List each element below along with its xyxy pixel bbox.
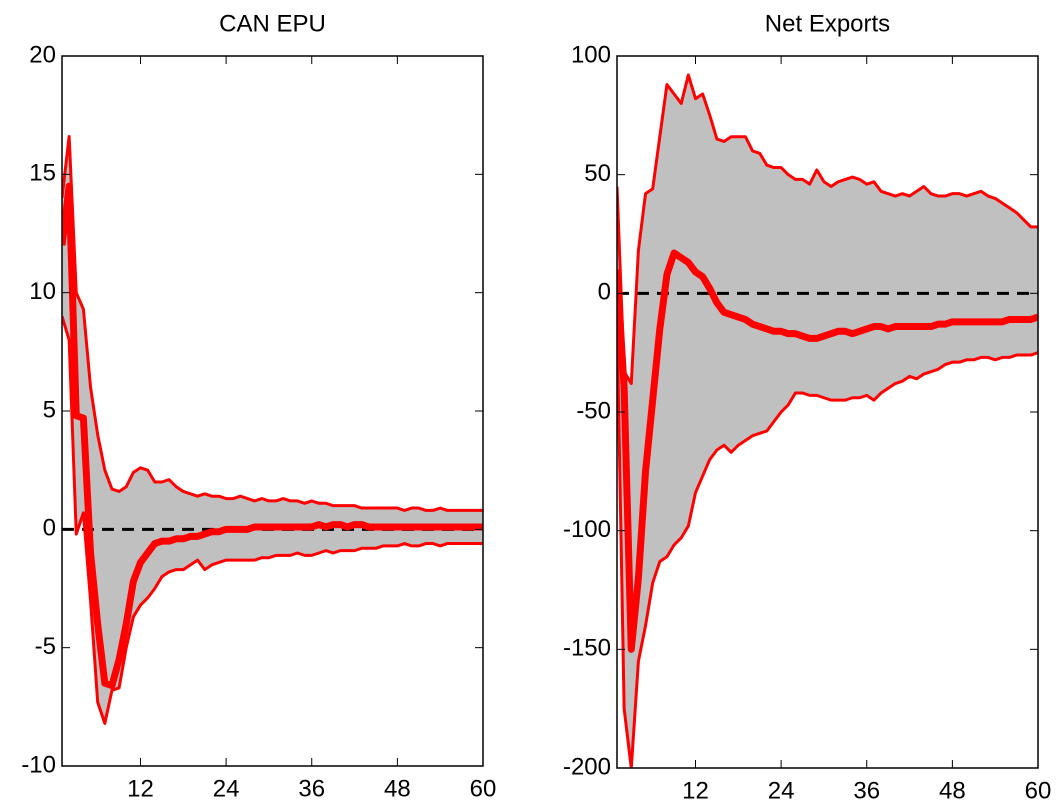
band-upper-line bbox=[62, 134, 483, 512]
plot bbox=[62, 134, 483, 725]
y-tick-label: 10 bbox=[29, 278, 56, 305]
x-tick-label: 48 bbox=[939, 777, 966, 804]
panel: -10 -5 0 5 10 15 20 12 24 36 48 60 CAN EPU bbox=[21, 10, 496, 802]
y-tick-label: -150 bbox=[563, 635, 611, 662]
x-tick-label: 24 bbox=[768, 777, 795, 804]
x-tick-label: 12 bbox=[127, 775, 154, 802]
x-tick-label: 12 bbox=[682, 777, 709, 804]
band-lower-line bbox=[62, 315, 483, 725]
x-tick-label: 36 bbox=[298, 775, 325, 802]
y-tick-label: 5 bbox=[43, 396, 56, 423]
y-tick-label: -100 bbox=[563, 516, 611, 543]
chart-title: CAN EPU bbox=[219, 10, 326, 37]
x-tick-label: 36 bbox=[853, 777, 880, 804]
band-lower-line bbox=[617, 317, 1038, 768]
x-tick-label: 60 bbox=[470, 775, 497, 802]
y-tick-label: 0 bbox=[43, 515, 56, 542]
y-tick-label: 15 bbox=[29, 160, 56, 187]
x-tick-label: 24 bbox=[213, 775, 240, 802]
plot-area bbox=[62, 56, 483, 766]
band-fill bbox=[617, 74, 1038, 768]
series-line bbox=[617, 249, 1038, 653]
series-line bbox=[62, 182, 483, 690]
y-tick-label: -50 bbox=[576, 397, 611, 424]
chart-title: Net Exports bbox=[765, 10, 890, 37]
x-tick-label: 48 bbox=[384, 775, 411, 802]
x-tick-label: 60 bbox=[1025, 777, 1052, 804]
y-tick-label: -10 bbox=[21, 751, 56, 778]
y-tick-label: -200 bbox=[563, 753, 611, 780]
panel: -200 -150 -100 -50 0 50 100 12 24 36 48 60 Net Expor… bbox=[563, 10, 1051, 804]
y-tick-label: 20 bbox=[29, 41, 56, 68]
y-tick-label: -5 bbox=[35, 633, 56, 660]
y-tick-label: 0 bbox=[598, 279, 611, 306]
plot bbox=[617, 73, 1038, 768]
band-upper-line bbox=[617, 73, 1038, 386]
y-tick-label: 100 bbox=[571, 41, 611, 68]
y-tick-label: 50 bbox=[584, 160, 611, 187]
